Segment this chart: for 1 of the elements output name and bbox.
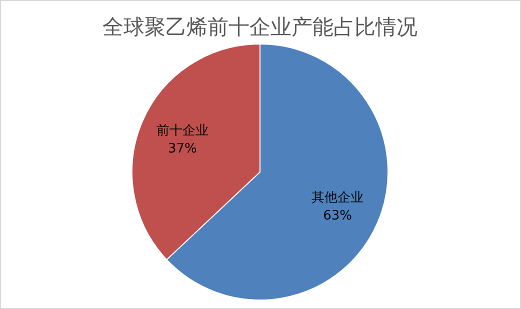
title: 全球聚乙烯前十企业产能占比情况 xyxy=(102,15,418,39)
